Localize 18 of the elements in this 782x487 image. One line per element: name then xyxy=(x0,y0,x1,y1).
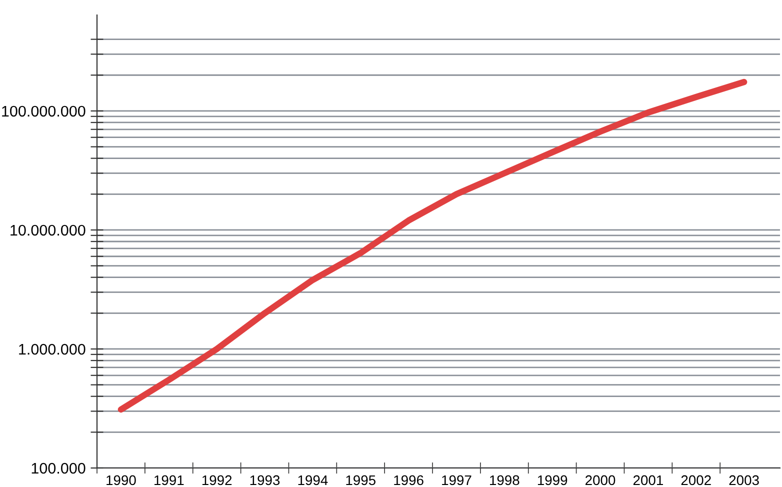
x-tick-label: 1999 xyxy=(538,475,568,486)
x-tick-label: 1994 xyxy=(298,475,328,486)
y-tick-label: 100.000.000 xyxy=(2,106,86,117)
x-tick-label: 1993 xyxy=(250,475,280,486)
x-tick-label: 1995 xyxy=(346,475,376,486)
x-tick-label: 2001 xyxy=(633,475,663,486)
x-tick-label: 1998 xyxy=(490,475,520,486)
x-tick-label: 1996 xyxy=(394,475,424,486)
x-tick-label: 1991 xyxy=(154,475,184,486)
x-tick-label: 2003 xyxy=(729,475,759,486)
x-tick-label: 1997 xyxy=(442,475,472,486)
x-tick-label: 1992 xyxy=(202,475,232,486)
y-tick-label: 10.000.000 xyxy=(10,224,86,236)
x-tick-label: 2002 xyxy=(681,475,711,486)
x-tick-label: 2000 xyxy=(586,475,616,486)
y-tick-label: 100.000 xyxy=(32,462,86,474)
y-tick-label: 1.000.000 xyxy=(19,344,86,355)
x-tick-label: 1990 xyxy=(106,475,136,486)
